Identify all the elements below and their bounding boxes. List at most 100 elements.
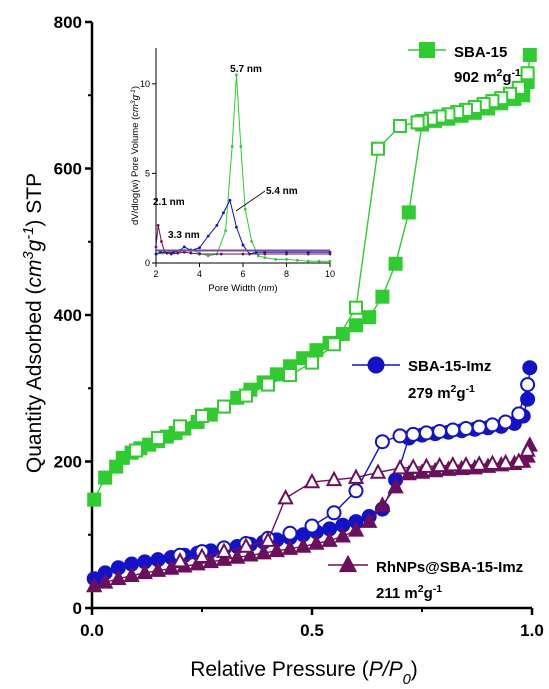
desorption-point: [303, 472, 321, 489]
adsorption-point: [255, 543, 272, 560]
desorption-point: [519, 441, 536, 457]
desorption-point: [498, 414, 514, 430]
desorption-point: [217, 399, 231, 414]
x-tick-label: 0.0: [80, 621, 104, 640]
inset-point: [306, 259, 310, 263]
adsorption-point: [189, 554, 206, 571]
desorption-point: [283, 368, 297, 383]
unit-sup: -1: [433, 583, 442, 595]
y-tick-label: 400: [54, 306, 82, 325]
inset-point: [243, 207, 247, 211]
adsorption-point: [347, 521, 365, 537]
adsorption-point: [110, 569, 127, 585]
desorption-point: [410, 115, 425, 130]
unit-sup: -1: [466, 383, 475, 395]
surface-area-unit: m: [433, 385, 451, 402]
inset-point: [328, 252, 332, 256]
inset-point: [154, 245, 158, 249]
desorption-point: [282, 525, 298, 541]
desorption-point: [374, 434, 390, 450]
desorption-point: [305, 355, 319, 370]
inset-point: [176, 251, 180, 255]
inset-point: [189, 251, 193, 255]
desorption-point: [457, 456, 475, 472]
inset-point: [222, 211, 225, 215]
inset-point: [206, 254, 210, 258]
inset-series-rhnps-sba-15-imz: [154, 223, 332, 256]
adsorption-point: [520, 391, 536, 407]
annotation-leader-line: [235, 190, 266, 212]
adsorption-point: [149, 561, 167, 577]
desorption-point: [431, 456, 448, 473]
desorption-point: [471, 455, 488, 471]
legend-label: SBA-15-Imz: [408, 358, 491, 375]
inset-point: [306, 252, 310, 256]
adsorption-point: [361, 512, 378, 528]
surface-area-value: 902: [454, 69, 479, 86]
desorption-point: [325, 470, 343, 487]
unit-sup: 2: [497, 67, 503, 79]
inset-point: [215, 223, 219, 227]
adsorption-point: [242, 546, 259, 562]
inset-point: [250, 240, 254, 243]
unit-sup: -1: [512, 67, 521, 79]
adsorption-point: [97, 573, 114, 589]
main-axes: 0 200 400 600 800 0.0 0.5 1.0 Relative Pressure …: [21, 13, 544, 688]
inset-point: [263, 256, 267, 260]
inset-point: [241, 252, 245, 256]
desorption-point: [304, 518, 320, 534]
adsorption-point: [309, 343, 324, 358]
inset-annotation: 2.1 nm: [153, 197, 185, 208]
inset-annotation: 5.4 nm: [266, 186, 298, 197]
desorption-point: [444, 456, 461, 472]
desorption-point: [511, 406, 527, 422]
adsorption-point: [387, 477, 404, 494]
adsorption-point: [136, 563, 153, 580]
inset-annotation: 3.3 nm: [168, 230, 200, 241]
inset-point: [235, 225, 238, 229]
legend-item-sba-15: SBA-15 902 m2g-1: [408, 42, 521, 86]
inset-point: [154, 252, 158, 256]
inset-point: [295, 258, 299, 262]
legend-label: RhNPs@SBA-15-Imz: [376, 559, 523, 576]
adsorption-point: [308, 534, 325, 550]
inset-point: [239, 145, 243, 148]
legend-item-rhnps-sba-15-imz: RhNPs@SBA-15-Imz 211 m2g-1: [328, 554, 523, 602]
x-tick-label: 0.5: [300, 621, 324, 640]
inset-pore-size-chart: 0 5 10 2 4 6 8 10 Pore Width (nm) dV/dlog(w) Pore…: [130, 48, 335, 294]
desorption-point: [484, 417, 500, 433]
desorption-point: [392, 428, 408, 444]
desorption-point: [445, 422, 461, 438]
desorption-point: [195, 409, 209, 424]
desorption-point: [405, 458, 422, 474]
desorption-point: [369, 463, 387, 479]
inset-point: [241, 243, 245, 247]
inset-x-tick-label: 6: [240, 269, 245, 279]
y-tick-label: 0: [73, 599, 82, 618]
desorption-point: [349, 300, 363, 315]
inset-y-tick-label: 5: [145, 168, 150, 178]
unit-g: g: [424, 585, 433, 602]
x-tick-label: 1.0: [520, 621, 544, 640]
desorption-point: [520, 377, 536, 393]
surface-area-unit: m: [479, 69, 497, 86]
adsorption-point: [123, 566, 140, 583]
inset-point: [158, 250, 162, 254]
inset-y-axis-title: dV/dlog(w) Pore Volume (cm3g-1): [130, 86, 142, 225]
inset-point: [254, 250, 258, 254]
adsorption-point: [268, 541, 285, 558]
inset-point: [219, 252, 223, 256]
desorption-point: [418, 425, 434, 441]
adsorption-point: [362, 310, 377, 325]
desorption-point: [371, 141, 385, 156]
desorption-point: [326, 505, 342, 521]
inset-point: [235, 73, 238, 77]
desorption-point: [261, 377, 275, 392]
adsorption-point: [281, 539, 299, 555]
adsorption-point: [98, 470, 113, 485]
desorption-point: [129, 443, 143, 458]
legend-marker: [419, 42, 435, 58]
inset-point: [285, 252, 288, 256]
inset-x-tick-label: 8: [284, 269, 289, 279]
adsorption-point: [229, 548, 246, 564]
